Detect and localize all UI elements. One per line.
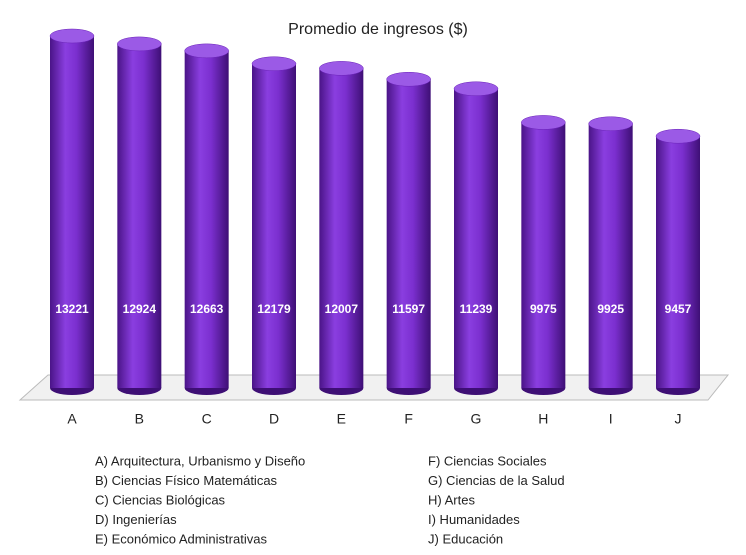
value-label: 12663 bbox=[190, 302, 224, 316]
x-tick-label: C bbox=[202, 411, 212, 427]
bar bbox=[50, 36, 94, 388]
cylinder-top bbox=[319, 61, 364, 76]
bar bbox=[319, 68, 364, 389]
cylinder-top bbox=[184, 43, 229, 59]
x-tick-label: H bbox=[538, 411, 548, 427]
cylinder-top bbox=[521, 115, 566, 130]
value-label: 9925 bbox=[597, 302, 624, 316]
bar bbox=[588, 123, 633, 388]
bar bbox=[521, 122, 566, 388]
value-label: 12007 bbox=[325, 302, 359, 316]
x-tick-label: I bbox=[609, 411, 613, 427]
cylinder-top bbox=[386, 71, 431, 87]
x-tick-label: G bbox=[471, 411, 482, 427]
value-label: 11239 bbox=[460, 302, 493, 316]
bar bbox=[386, 79, 431, 388]
value-label: 12179 bbox=[257, 302, 291, 316]
x-tick-label: E bbox=[337, 411, 346, 427]
x-tick-label: F bbox=[404, 411, 413, 427]
cylinder-top bbox=[49, 28, 95, 44]
x-tick-label: B bbox=[135, 411, 144, 427]
value-label: 9457 bbox=[665, 302, 692, 316]
legend-entry: A) Arquitectura, Urbanismo y Diseño bbox=[95, 453, 305, 468]
legend-entry: C) Ciencias Biológicas bbox=[95, 492, 226, 507]
legend-entry: I) Humanidades bbox=[428, 512, 520, 527]
bar bbox=[184, 50, 229, 389]
value-label: 13221 bbox=[55, 302, 89, 316]
cylinder-top bbox=[251, 56, 297, 71]
bar bbox=[252, 63, 296, 389]
cylinder-top bbox=[453, 81, 499, 97]
x-tick-label: D bbox=[269, 411, 279, 427]
chart-title: Promedio de ingresos ($) bbox=[288, 21, 468, 38]
cylinder-top bbox=[655, 128, 701, 144]
legend-entry: J) Educación bbox=[428, 531, 503, 546]
cylinder-top bbox=[588, 116, 633, 132]
value-label: 12924 bbox=[123, 302, 157, 316]
bar bbox=[117, 43, 162, 389]
legend-entry: H) Artes bbox=[428, 492, 475, 507]
legend-entry: B) Ciencias Físico Matemáticas bbox=[95, 473, 278, 488]
x-tick-label: J bbox=[675, 411, 682, 427]
value-label: 9975 bbox=[530, 302, 557, 316]
x-tick-label: A bbox=[67, 411, 77, 427]
legend-entry: G) Ciencias de la Salud bbox=[428, 473, 565, 488]
bar bbox=[454, 88, 498, 388]
value-label: 11597 bbox=[392, 302, 425, 316]
legend-entry: D) Ingenierías bbox=[95, 512, 177, 527]
legend-entry: F) Ciencias Sociales bbox=[428, 453, 547, 468]
legend-entry: E) Económico Administrativas bbox=[95, 531, 267, 546]
bar bbox=[656, 136, 700, 388]
cylinder-top bbox=[117, 36, 162, 52]
